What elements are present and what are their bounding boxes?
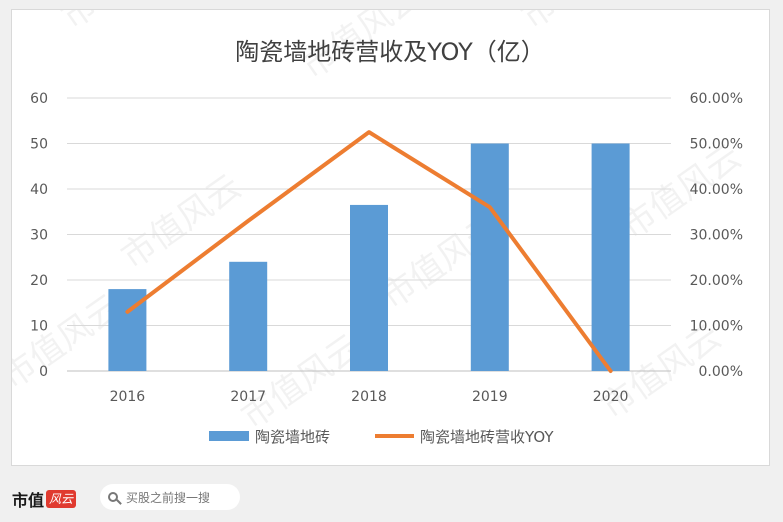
x-tick-label: 2019 xyxy=(472,389,508,405)
watermark-text: 市值风云 xyxy=(54,10,188,37)
y-left-tick-label: 40 xyxy=(30,182,48,198)
y-right-tick-label: 50.00% xyxy=(690,137,743,153)
legend-label-bar: 陶瓷墙地砖 xyxy=(255,428,330,446)
chart-svg: 市值风云市值风云市值风云市值风云市值风云市值风云市值风云市值风云市值风云 陶瓷墙… xyxy=(12,10,749,446)
brand-logo-icon: 风云 xyxy=(46,490,77,508)
watermark-text: 市值风云 xyxy=(514,10,648,37)
search-placeholder: 买股之前搜一搜 xyxy=(126,490,211,505)
footer-bar: 市值 风云 买股之前搜一搜 xyxy=(0,470,783,522)
y-left-tick-label: 20 xyxy=(30,273,48,289)
y-left-tick-label: 60 xyxy=(30,91,48,107)
y-axis-right: 0.00% 10.00% 20.00% 30.00% 40.00% 50.00% 60.00… xyxy=(690,91,743,380)
chart-card: 市值风云市值风云市值风云市值风云市值风云市值风云市值风云市值风云市值风云 陶瓷墙… xyxy=(11,9,770,466)
x-tick-label: 2017 xyxy=(230,389,266,405)
x-tick-label: 2018 xyxy=(351,389,387,405)
y-right-tick-label: 60.00% xyxy=(690,91,743,107)
y-left-tick-label: 30 xyxy=(30,228,48,244)
y-left-tick-label: 10 xyxy=(30,319,48,335)
bar xyxy=(229,261,268,371)
legend-swatch-bar xyxy=(209,431,249,441)
bar xyxy=(591,143,630,371)
y-right-tick-label: 10.00% xyxy=(690,319,743,335)
search-icon xyxy=(108,492,118,502)
legend-label-line: 陶瓷墙地砖营收YOY xyxy=(420,428,554,446)
bar xyxy=(350,204,388,371)
y-left-tick-label: 0 xyxy=(39,364,48,380)
y-right-tick-label: 0.00% xyxy=(699,364,743,380)
line-series xyxy=(125,130,613,373)
watermark-text: 市值风云 xyxy=(114,167,248,278)
x-axis: 2016 2017 2018 2019 2020 xyxy=(110,389,629,405)
bar xyxy=(470,143,509,371)
x-tick-label: 2020 xyxy=(593,389,629,405)
y-right-tick-label: 30.00% xyxy=(690,228,743,244)
y-axis-left: 0 10 20 30 40 50 60 xyxy=(30,91,48,380)
x-tick-label: 2016 xyxy=(110,389,146,405)
legend: 陶瓷墙地砖 陶瓷墙地砖营收YOY xyxy=(209,428,554,446)
y-right-tick-label: 40.00% xyxy=(690,182,743,198)
y-left-tick-label: 50 xyxy=(30,137,48,153)
search-box[interactable]: 买股之前搜一搜 xyxy=(100,484,240,510)
y-right-tick-label: 20.00% xyxy=(690,273,743,289)
yoy-line xyxy=(125,130,613,373)
bar-series xyxy=(108,143,630,371)
brand-name: 市值 xyxy=(12,491,45,510)
chart-title: 陶瓷墙地砖营收及YOY（亿） xyxy=(235,38,545,66)
brand[interactable]: 市值 风云 xyxy=(12,488,77,510)
